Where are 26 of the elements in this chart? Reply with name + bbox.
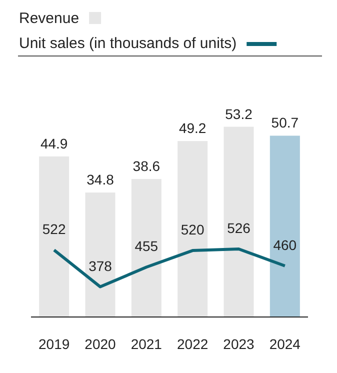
bar: [39, 156, 70, 317]
data-label: 526: [227, 220, 251, 236]
bar: [270, 136, 300, 317]
x-tick-label: 2022: [177, 336, 208, 352]
data-label: 522: [42, 221, 66, 238]
x-tick-label: 2024: [269, 336, 301, 352]
bar: [224, 126, 254, 317]
data-label: 34.8: [86, 172, 114, 188]
bar: [178, 141, 208, 317]
data-label: 53.2: [225, 106, 253, 122]
data-label: 44.9: [40, 135, 68, 152]
bar: [85, 192, 116, 317]
data-label: 460: [273, 236, 297, 253]
legend-label: Revenue: [19, 10, 80, 27]
data-label: 520: [180, 222, 204, 238]
data-label: 378: [88, 258, 112, 274]
data-label: 455: [134, 238, 158, 254]
data-label: 49.2: [178, 120, 206, 136]
data-label: 50.7: [271, 114, 299, 131]
bar: [131, 178, 162, 317]
x-tick-label: 2023: [223, 336, 255, 352]
x-tick-label: 2019: [38, 336, 70, 352]
x-tick-label: 2020: [84, 336, 116, 352]
legend-label: Unit sales (in thousands of units): [19, 35, 237, 52]
x-tick-label: 2021: [130, 336, 162, 352]
data-label: 38.6: [132, 158, 160, 174]
